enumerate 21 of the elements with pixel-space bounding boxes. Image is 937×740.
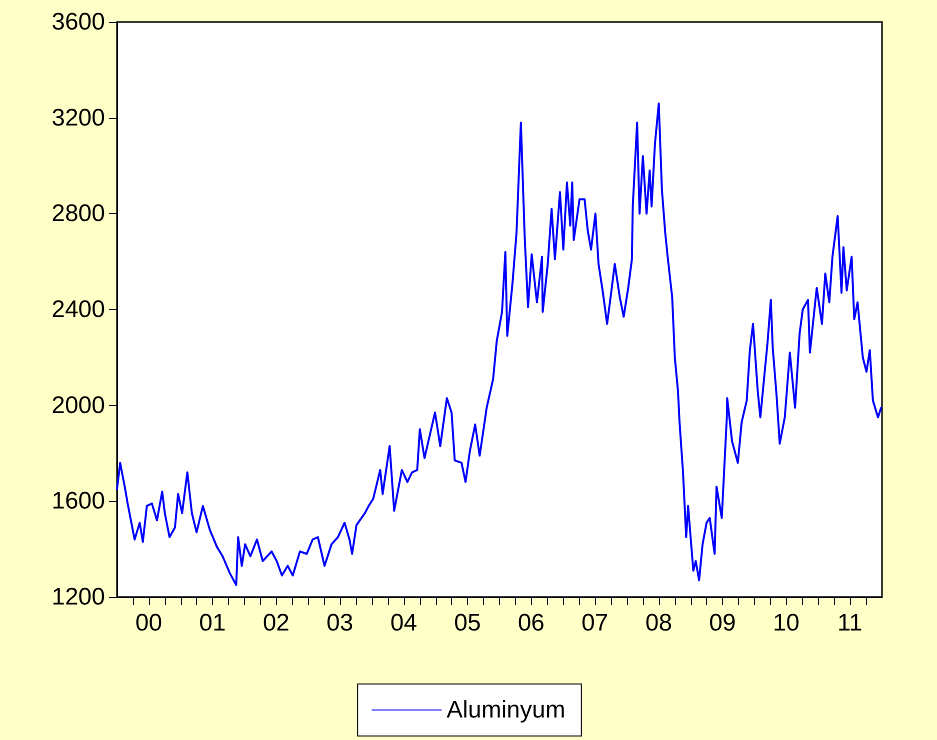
y-tick-label: 1600 <box>52 488 105 515</box>
x-tick-label: 06 <box>518 610 545 636</box>
x-tick-label: 00 <box>135 610 162 636</box>
y-tick-label: 3600 <box>52 8 105 36</box>
y-tick-label: 2400 <box>52 296 105 323</box>
x-tick-label: 02 <box>262 610 290 636</box>
x-tick-label: 04 <box>390 610 418 636</box>
y-tick-label: 2000 <box>52 392 105 419</box>
x-tick-label: 03 <box>326 610 354 636</box>
x-tick-label: 10 <box>772 610 800 636</box>
x-tick-label: 11 <box>837 610 862 636</box>
y-tick-label: 3200 <box>52 104 105 132</box>
x-tick-label: 09 <box>709 610 736 636</box>
y-tick-label: 2800 <box>52 200 105 228</box>
x-tick-label: 08 <box>645 610 672 636</box>
x-tick-label: 07 <box>582 610 608 636</box>
y-tick-label: 1200 <box>52 584 105 610</box>
legend-label: Aluminyum <box>446 696 566 724</box>
x-tick-label: 01 <box>199 610 226 636</box>
line-series <box>116 102 882 586</box>
x-tick-label: 05 <box>454 610 481 636</box>
